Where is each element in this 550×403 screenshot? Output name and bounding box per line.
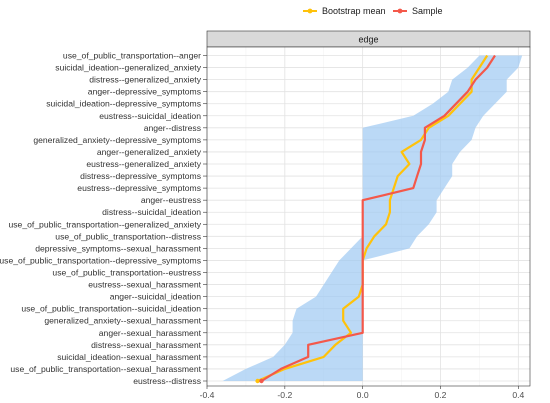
y-tick-label: eustress--depressive_symptoms <box>77 183 201 193</box>
y-tick-label: eustress--suicidal_ideation <box>99 111 201 121</box>
y-tick-label: anger--eustress <box>141 195 201 205</box>
y-tick-label: eustress--distress <box>133 376 201 386</box>
series-lines <box>255 54 496 384</box>
y-tick-label: generalized_anxiety--sexual_harassment <box>44 316 201 326</box>
y-tick-label: anger--distress <box>144 123 201 133</box>
x-tick-label: 0.0 <box>357 390 369 400</box>
y-tick-label: use_of_public_transportation--generalize… <box>8 219 201 229</box>
y-tick-label: suicidal_ideation--sexual_harassment <box>57 352 201 362</box>
legend: Bootstrap mean Sample <box>303 6 443 16</box>
y-tick-label: distress--suicidal_ideation <box>102 207 201 217</box>
legend-key-point-bootstrap-mean <box>307 8 313 14</box>
series-line-sample <box>260 54 496 382</box>
y-tick-label: generalized_anxiety--depressive_symptoms <box>33 135 201 145</box>
series-line-bootstrap-mean <box>257 54 489 383</box>
y-tick-label: anger--suicidal_ideation <box>110 292 201 302</box>
y-tick-label: distress--depressive_symptoms <box>80 171 201 181</box>
confidence-band <box>222 55 523 381</box>
y-tick-label: use_of_public_transportation--eustress <box>52 268 201 278</box>
x-tick-label: -0.2 <box>277 390 292 400</box>
x-tick-label: 0.2 <box>435 390 447 400</box>
legend-label-sample: Sample <box>412 6 443 16</box>
y-tick-label: use_of_public_transportation--sexual_har… <box>10 364 201 374</box>
y-tick-label: anger--generalized_anxiety <box>97 147 202 157</box>
series-point-bootstrap-mean <box>255 378 260 384</box>
y-tick-label: eustress--sexual_harassment <box>88 280 201 290</box>
y-tick-label: depressive_symptoms--sexual_harassment <box>35 243 201 253</box>
y-tick-label: use_of_public_transportation--distress <box>55 231 201 241</box>
legend-key-point-sample <box>397 8 403 14</box>
y-tick-label: suicidal_ideation--generalized_anxiety <box>55 63 201 73</box>
y-tick-label: use_of_public_transportation--depressive… <box>0 255 201 265</box>
plot-border <box>206 46 531 387</box>
y-tick-label: anger--depressive_symptoms <box>88 87 201 97</box>
y-tick-label: anger--sexual_harassment <box>99 328 202 338</box>
x-tick-label: -0.4 <box>200 390 215 400</box>
y-tick-label: use_of_public_transportation--anger <box>63 51 201 61</box>
panel-title: edge <box>358 35 378 45</box>
x-axis-tick-labels: -0.4 -0.2 0.0 0.2 0.4 <box>200 386 525 400</box>
series-point-sample <box>259 378 264 384</box>
y-axis-tick-labels: use_of_public_transportation--angersuici… <box>0 51 207 386</box>
y-tick-label: use_of_public_transportation--suicidal_i… <box>21 304 201 314</box>
y-tick-label: distress--sexual_harassment <box>91 340 201 350</box>
y-tick-label: eustress--generalized_anxiety <box>86 159 201 169</box>
y-tick-label: suicidal_ideation--depressive_symptoms <box>46 99 201 109</box>
y-tick-label: distress--generalized_anxiety <box>89 75 201 85</box>
legend-label-bootstrap-mean: Bootstrap mean <box>322 6 386 16</box>
x-tick-label: 0.4 <box>512 390 524 400</box>
ci-band-area <box>222 55 523 381</box>
